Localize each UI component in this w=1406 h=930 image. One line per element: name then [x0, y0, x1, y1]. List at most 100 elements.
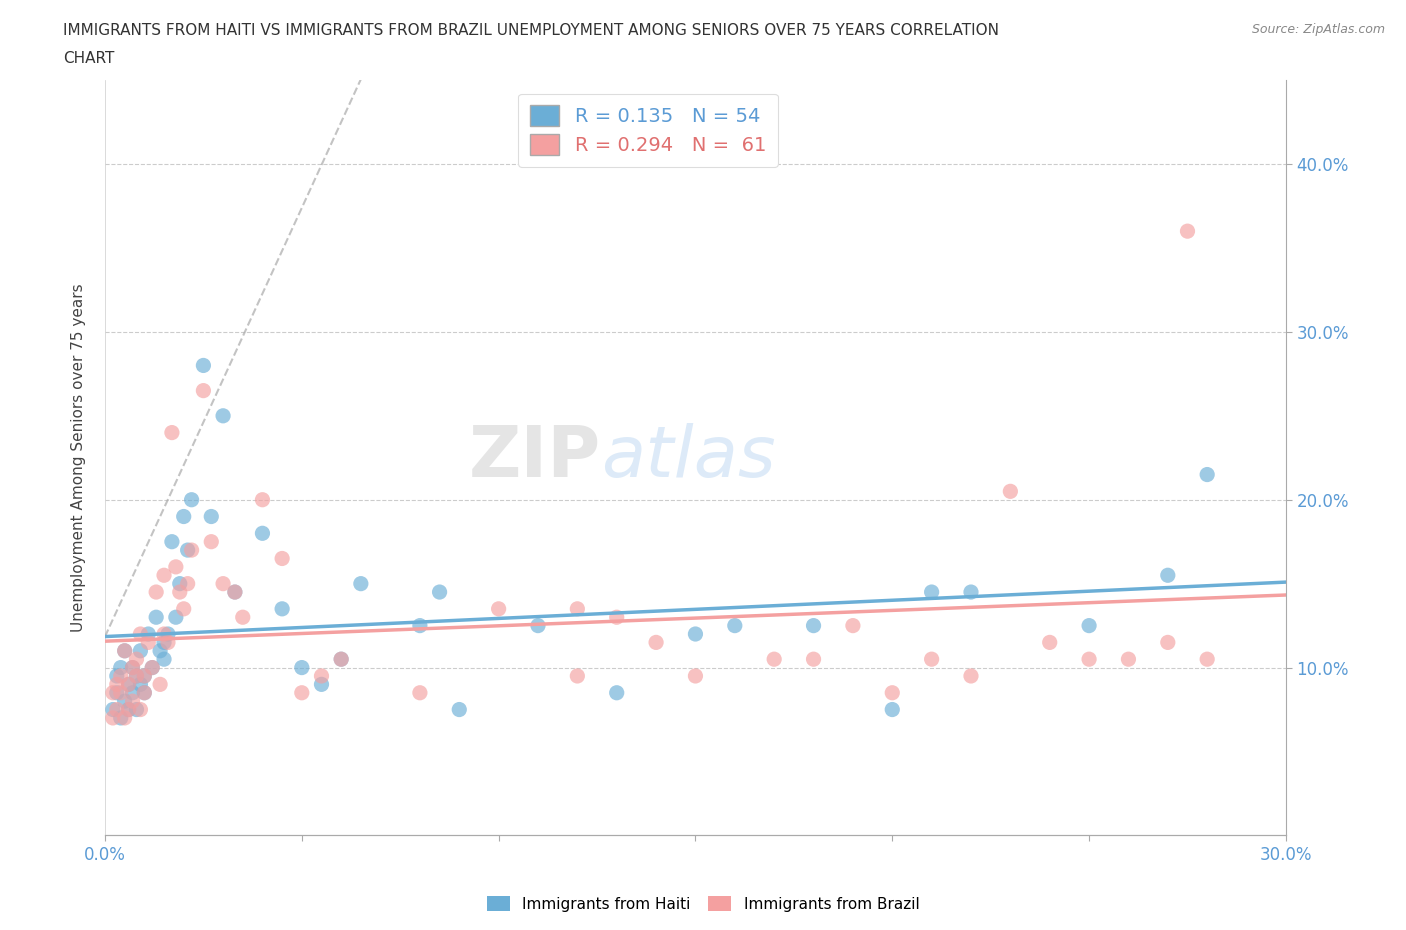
- Point: [117, 702, 139, 717]
- Point: [842, 618, 865, 633]
- Point: [117, 677, 139, 692]
- Point: [645, 635, 668, 650]
- Point: [101, 685, 124, 700]
- Point: [173, 602, 195, 617]
- Point: [141, 660, 163, 675]
- Point: [153, 635, 176, 650]
- Point: [114, 644, 136, 658]
- Point: [1118, 652, 1140, 667]
- Point: [724, 618, 747, 633]
- Point: [105, 677, 128, 692]
- Point: [105, 669, 128, 684]
- Point: [1000, 484, 1022, 498]
- Point: [960, 585, 983, 600]
- Point: [1039, 635, 1062, 650]
- Point: [311, 669, 333, 684]
- Point: [134, 685, 156, 700]
- Point: [330, 652, 353, 667]
- Point: [117, 677, 139, 692]
- Point: [606, 610, 628, 625]
- Text: Source: ZipAtlas.com: Source: ZipAtlas.com: [1251, 23, 1385, 36]
- Point: [1157, 568, 1180, 583]
- Point: [101, 711, 124, 725]
- Point: [153, 568, 176, 583]
- Point: [1078, 618, 1101, 633]
- Point: [921, 585, 943, 600]
- Point: [105, 702, 128, 717]
- Point: [121, 660, 143, 675]
- Y-axis label: Unemployment Among Seniors over 75 years: Unemployment Among Seniors over 75 years: [72, 284, 86, 632]
- Text: IMMIGRANTS FROM HAITI VS IMMIGRANTS FROM BRAZIL UNEMPLOYMENT AMONG SENIORS OVER : IMMIGRANTS FROM HAITI VS IMMIGRANTS FROM…: [63, 23, 1000, 38]
- Point: [232, 610, 254, 625]
- Point: [160, 534, 183, 549]
- Point: [200, 534, 222, 549]
- Point: [193, 383, 215, 398]
- Legend: R = 0.135   N = 54, R = 0.294   N =  61: R = 0.135 N = 54, R = 0.294 N = 61: [519, 94, 778, 167]
- Point: [1157, 635, 1180, 650]
- Point: [212, 408, 235, 423]
- Point: [134, 669, 156, 684]
- Point: [882, 685, 904, 700]
- Point: [121, 685, 143, 700]
- Point: [114, 644, 136, 658]
- Point: [488, 602, 510, 617]
- Text: atlas: atlas: [600, 423, 776, 492]
- Point: [134, 669, 156, 684]
- Point: [165, 560, 187, 575]
- Point: [409, 685, 432, 700]
- Point: [169, 577, 191, 591]
- Point: [1177, 224, 1199, 239]
- Point: [921, 652, 943, 667]
- Point: [252, 492, 274, 507]
- Point: [110, 685, 132, 700]
- Point: [176, 542, 198, 557]
- Point: [224, 585, 246, 600]
- Point: [200, 509, 222, 524]
- Point: [110, 711, 132, 725]
- Point: [129, 677, 152, 692]
- Point: [101, 702, 124, 717]
- Point: [125, 669, 148, 684]
- Point: [136, 635, 159, 650]
- Point: [176, 577, 198, 591]
- Point: [156, 635, 179, 650]
- Legend: Immigrants from Haiti, Immigrants from Brazil: Immigrants from Haiti, Immigrants from B…: [481, 889, 925, 918]
- Point: [1197, 467, 1219, 482]
- Point: [193, 358, 215, 373]
- Point: [125, 702, 148, 717]
- Point: [429, 585, 451, 600]
- Point: [606, 685, 628, 700]
- Point: [114, 694, 136, 709]
- Point: [350, 577, 373, 591]
- Point: [110, 669, 132, 684]
- Point: [153, 627, 176, 642]
- Point: [121, 694, 143, 709]
- Point: [271, 602, 294, 617]
- Point: [173, 509, 195, 524]
- Point: [567, 602, 589, 617]
- Point: [803, 652, 825, 667]
- Point: [129, 644, 152, 658]
- Point: [149, 677, 172, 692]
- Point: [180, 492, 202, 507]
- Point: [134, 685, 156, 700]
- Text: CHART: CHART: [63, 51, 115, 66]
- Point: [685, 627, 707, 642]
- Point: [125, 652, 148, 667]
- Point: [129, 627, 152, 642]
- Point: [330, 652, 353, 667]
- Point: [105, 685, 128, 700]
- Point: [271, 551, 294, 566]
- Point: [409, 618, 432, 633]
- Point: [149, 644, 172, 658]
- Point: [141, 660, 163, 675]
- Point: [685, 669, 707, 684]
- Point: [567, 669, 589, 684]
- Point: [160, 425, 183, 440]
- Point: [136, 627, 159, 642]
- Point: [125, 669, 148, 684]
- Point: [145, 610, 167, 625]
- Point: [527, 618, 550, 633]
- Point: [291, 660, 314, 675]
- Point: [165, 610, 187, 625]
